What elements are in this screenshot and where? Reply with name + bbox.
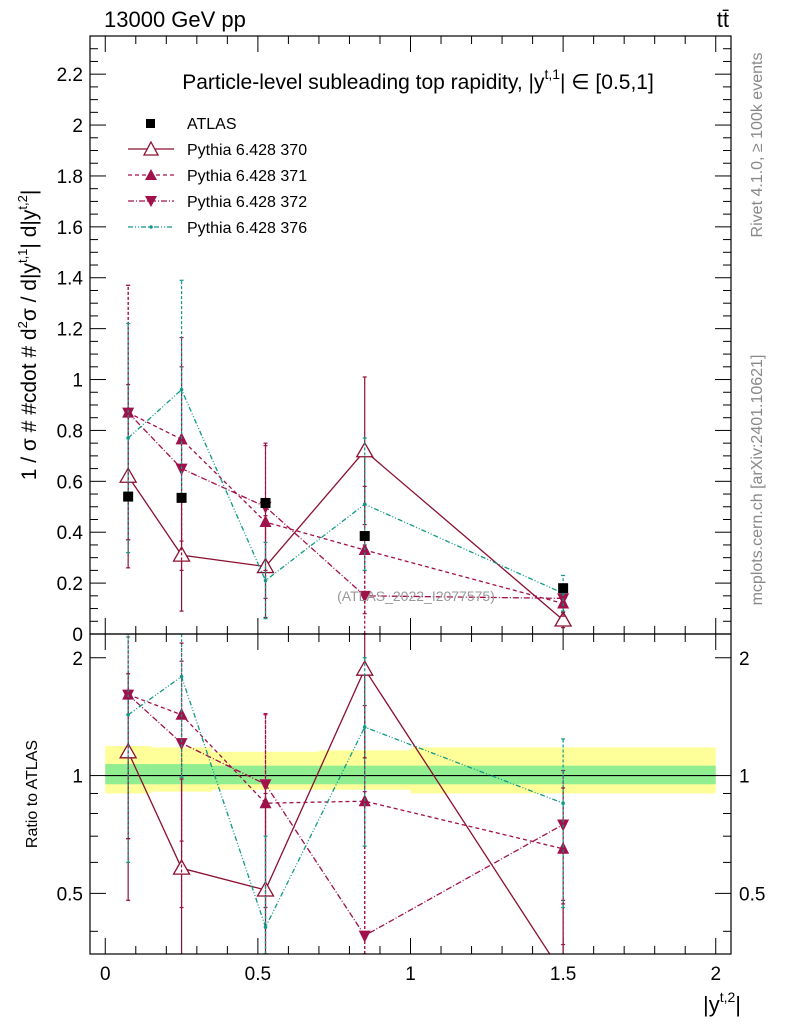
legend-label-371: Pythia 6.428 371 [187,168,307,185]
legend: ATLAS Pythia 6.428 370 Pythia 6.428 371 … [128,116,307,237]
legend-marker-370 [142,140,160,156]
main-point-372 [122,407,135,420]
legend-entry-376: Pythia 6.428 376 [128,220,307,237]
ratio-y-tick-label: 0.5 [57,884,83,905]
ratio-line-371 [127,694,564,850]
legend-entry-371: Pythia 6.428 371 [128,168,307,185]
ratio-series-layer [119,634,570,954]
ratio-panel: 0.5 0.5 1 1 2 2 0 0.5 1 1.5 2 Ratio to ATLAS |yt,2… [24,633,765,1017]
ratio-frame [89,633,732,955]
main-point-376 [263,578,268,583]
x-tick-label: 0.5 [245,964,271,985]
legend-marker-371 [145,169,157,180]
ratio-point-372 [358,930,371,943]
main-point-376 [179,387,184,392]
legend-marker-376 [149,225,153,229]
header-collision-label: 13000 GeV pp [104,7,246,32]
ratio-point-372 [175,738,188,751]
ratio-line-370 [127,667,551,954]
ratio-point-372 [259,779,272,792]
x-tick-label: 1.5 [550,964,576,985]
ratio-y-tick-label: 1 [72,767,83,788]
ratio-point-376 [126,712,130,717]
atlas-data-point [123,491,134,502]
ratio-point-376 [263,925,268,929]
main-point-372 [358,590,371,603]
legend-label-atlas: ATLAS [187,116,237,133]
main-y-tick-label: 0.8 [57,421,83,442]
ratio-y-tick-label-right: 0.5 [739,884,765,905]
main-line-372 [127,412,564,600]
ratio-axes: 0.5 0.5 1 1 2 2 0 0.5 1 1.5 2 [57,634,765,985]
main-y-tick-label: 1.4 [57,269,84,290]
main-point-370 [553,610,573,627]
ratio-point-371 [175,707,188,720]
x-tick-label: 0 [100,964,111,985]
ratio-line-372 [127,694,564,937]
main-y-tick-label: 2 [72,116,83,137]
ratio-y-tick-label: 2 [72,649,83,670]
x-tick-label: 2 [710,964,721,985]
main-series-layer [119,279,573,635]
legend-label-376: Pythia 6.428 376 [187,220,307,237]
main-y-tick-label: 2.2 [57,65,83,86]
main-y-tick-label: 1 [72,371,83,392]
legend-marker-atlas [146,119,155,128]
legend-entry-atlas: ATLAS [146,116,237,133]
x-tick-label: 1 [405,964,416,985]
legend-entry-372: Pythia 6.428 372 [128,194,307,211]
main-point-372 [175,463,188,476]
ratio-y-tick-label-right: 1 [739,767,750,788]
ratio-y-tick-label-right: 2 [739,649,750,670]
header-process-label: tt̄ [717,7,729,32]
ratio-uncertainty-bands [105,746,716,794]
main-y-tick-label: 1.2 [57,320,83,341]
chart-title: Particle-level subleading top rapidity, … [182,66,654,94]
main-point-376 [362,502,367,507]
legend-marker-372 [145,196,157,207]
legend-label-370: Pythia 6.428 370 [187,142,307,159]
main-point-376 [126,436,130,440]
main-line-371 [127,412,564,605]
main-point-371 [259,515,272,528]
atlas-data-point [558,583,569,594]
main-line-376 [127,388,564,594]
analysis-watermark: (ATLAS_2022_I2077575) [337,588,495,604]
rivet-version-label: Rivet 4.1.0, ≥ 100k events [749,53,766,238]
main-axes: 0 0.2 0.4 0.6 0.8 1 1.2 1.4 1.6 1.8 2 2.2 [57,35,731,646]
main-y-axis-label: 1 / σ # #cdot # d2σ / d|yt,1| d|yt,2| [15,190,41,481]
x-axis-label: |yt,2| [703,989,741,1017]
main-y-tick-label: 0 [72,625,83,646]
main-y-tick-label: 0.6 [57,472,83,493]
mcplots-citation-label: mcplots.cern.ch [arXiv:2401.10621] [749,355,766,606]
legend-label-372: Pythia 6.428 372 [187,194,307,211]
atlas-data-point [260,497,271,508]
legend-entry-370: Pythia 6.428 370 [128,140,307,159]
atlas-data-point [176,492,187,503]
main-y-tick-label: 1.6 [57,218,83,239]
main-y-tick-label: 0.2 [57,574,83,595]
ratio-point-376 [179,674,184,679]
ratio-y-axis-label: Ratio to ATLAS [24,740,41,848]
main-y-tick-label: 0.4 [57,523,84,544]
ratio-point-376 [561,801,565,805]
main-panel: 0 0.2 0.4 0.6 0.8 1 1.2 1.4 1.6 1.8 2 2.2 (ATLAS_20… [15,35,732,646]
main-y-tick-label: 1.8 [57,167,83,188]
atlas-data-point [359,531,370,542]
ratio-point-376 [362,725,367,729]
